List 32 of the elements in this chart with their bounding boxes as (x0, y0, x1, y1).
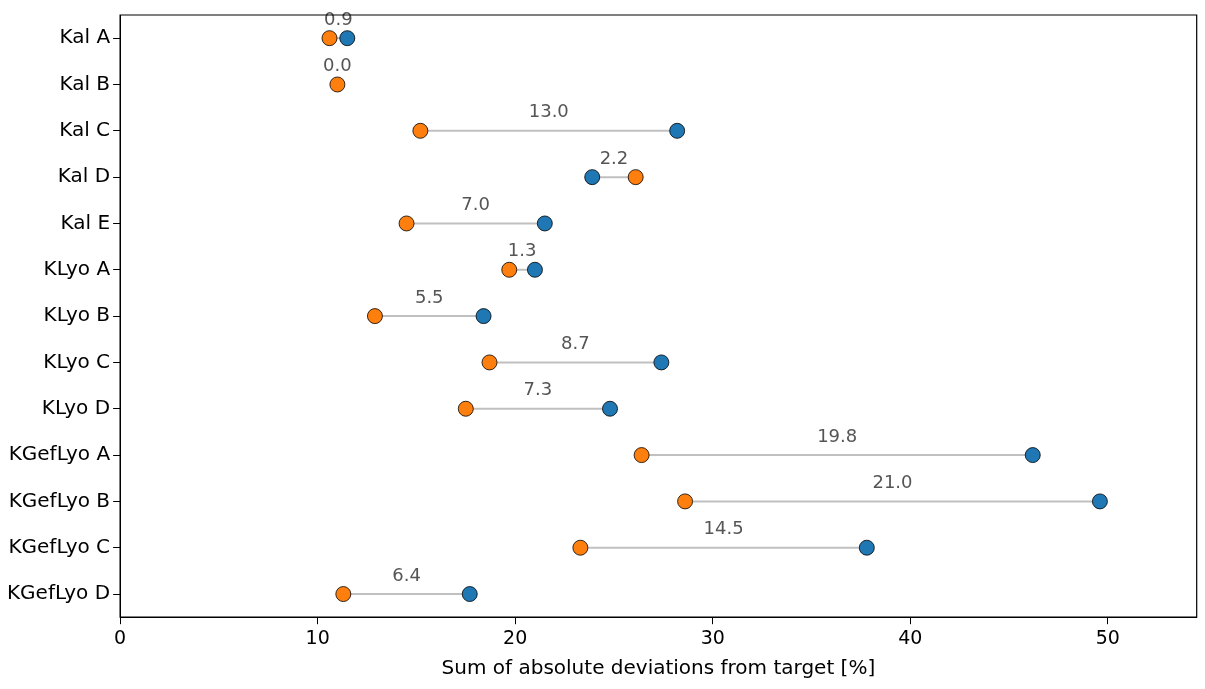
x-tick-label: 30 (700, 625, 725, 648)
y-tick-label: KGefLyo A (8, 441, 111, 466)
x-axis-title: Sum of absolute deviations from target [%] (441, 655, 876, 680)
y-tick-label: KLyo D (41, 394, 111, 419)
y-tick-label: Kal A (59, 24, 111, 49)
annotation: 0.0 (323, 54, 352, 76)
y-tick-label: KLyo B (43, 302, 111, 327)
annotation: 1.3 (507, 239, 537, 261)
annotation: 5.5 (414, 285, 444, 307)
y-tick-label: KGefLyo B (8, 487, 111, 512)
x-tick-label: 50 (1095, 625, 1120, 648)
y-tick-label: Kal B (59, 70, 111, 95)
x-tick-label: 20 (503, 625, 528, 648)
y-tick-label: Kal E (60, 209, 111, 234)
annotation: 8.7 (561, 332, 590, 354)
annotation: 13.0 (528, 100, 569, 122)
annotation: 2.2 (599, 146, 629, 168)
annotation: 19.8 (817, 424, 858, 446)
annotation: 21.0 (872, 471, 913, 493)
y-tick-label: KGefLyo D (6, 580, 111, 605)
y-tick-label: KGefLyo C (8, 533, 111, 558)
annotation: 7.0 (461, 193, 490, 215)
y-tick-label: Kal C (59, 117, 111, 142)
y-tick-label: KLyo A (43, 255, 111, 280)
x-tick-label: 10 (305, 625, 330, 648)
y-tick-label: Kal D (57, 163, 111, 188)
annotation: 7.3 (523, 378, 553, 400)
x-tick-label: 40 (898, 625, 923, 648)
y-tick-label: KLyo C (43, 348, 111, 373)
annotation: 14.5 (703, 517, 744, 539)
annotation: 6.4 (392, 563, 421, 585)
x-tick-label: 0 (114, 625, 127, 648)
